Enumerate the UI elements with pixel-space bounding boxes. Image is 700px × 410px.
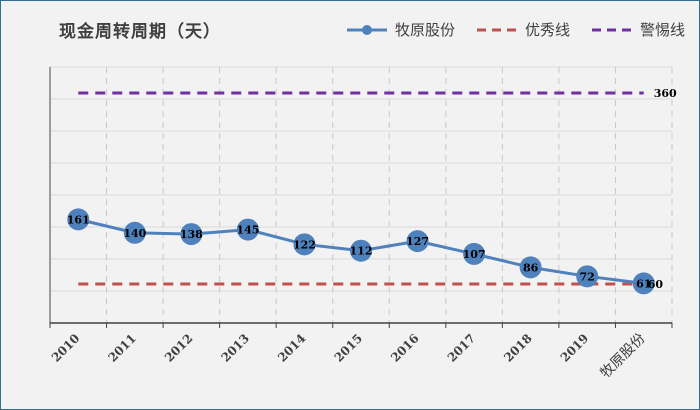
x-tick-label-2012: 2012 — [162, 331, 196, 365]
legend-item-series-0: 牧原股份 — [345, 19, 455, 40]
data-label-牧原股份: 61 — [636, 277, 651, 290]
data-point-2010 — [67, 208, 90, 231]
legend-item-series-1: 优秀线 — [475, 19, 570, 40]
data-label-2014: 122 — [293, 238, 316, 251]
x-tick-label-2018: 2018 — [501, 331, 535, 365]
data-label-2016: 127 — [406, 235, 429, 248]
x-tick-label-2011: 2011 — [105, 331, 139, 365]
data-label-2010: 161 — [67, 213, 90, 226]
chart-title: 现金周转周期（天） — [59, 22, 221, 42]
data-label-2013: 145 — [236, 224, 259, 237]
data-point-2012 — [180, 223, 203, 246]
data-label-2015: 112 — [350, 245, 373, 258]
data-point-2017 — [463, 242, 486, 265]
data-point-2019 — [576, 265, 599, 288]
data-point-2011 — [123, 221, 146, 244]
x-tick-label-2015: 2015 — [332, 331, 366, 365]
data-label-2011: 140 — [123, 227, 146, 240]
data-point-牧原股份 — [632, 272, 655, 295]
legend-label-series-0: 牧原股份 — [394, 21, 455, 39]
x-tick-label-2014: 2014 — [275, 331, 309, 365]
data-label-2018: 86 — [523, 261, 539, 274]
legend-marker-dash-red — [476, 28, 517, 31]
data-point-2014 — [293, 233, 316, 256]
data-label-2017: 107 — [463, 248, 486, 261]
data-point-2013 — [236, 218, 259, 241]
x-tick-label-2010: 2010 — [49, 331, 83, 365]
warning-line-label: 360 — [654, 87, 677, 100]
data-label-2012: 138 — [180, 228, 203, 241]
legend-item-series-2: 警惕线 — [590, 19, 685, 40]
legend: 牧原股份 优秀线 警惕线 — [325, 19, 685, 40]
x-tick-label-2017: 2017 — [445, 331, 479, 365]
data-point-2016 — [406, 230, 429, 253]
excellent-line-label: 60 — [648, 278, 664, 291]
legend-marker-line-dot — [346, 24, 387, 35]
x-tick-label-牧原股份: 牧原股份 — [598, 331, 649, 382]
x-tick-label-2016: 2016 — [388, 331, 422, 365]
legend-label-series-1: 优秀线 — [524, 21, 570, 39]
legend-label-series-2: 警惕线 — [639, 21, 685, 39]
x-tick-label-2019: 2019 — [558, 331, 592, 365]
legend-marker-dash-purple — [591, 28, 632, 31]
data-point-2018 — [519, 256, 542, 279]
data-label-2019: 72 — [580, 270, 595, 283]
data-point-2015 — [350, 239, 372, 262]
x-tick-label-2013: 2013 — [219, 331, 253, 365]
